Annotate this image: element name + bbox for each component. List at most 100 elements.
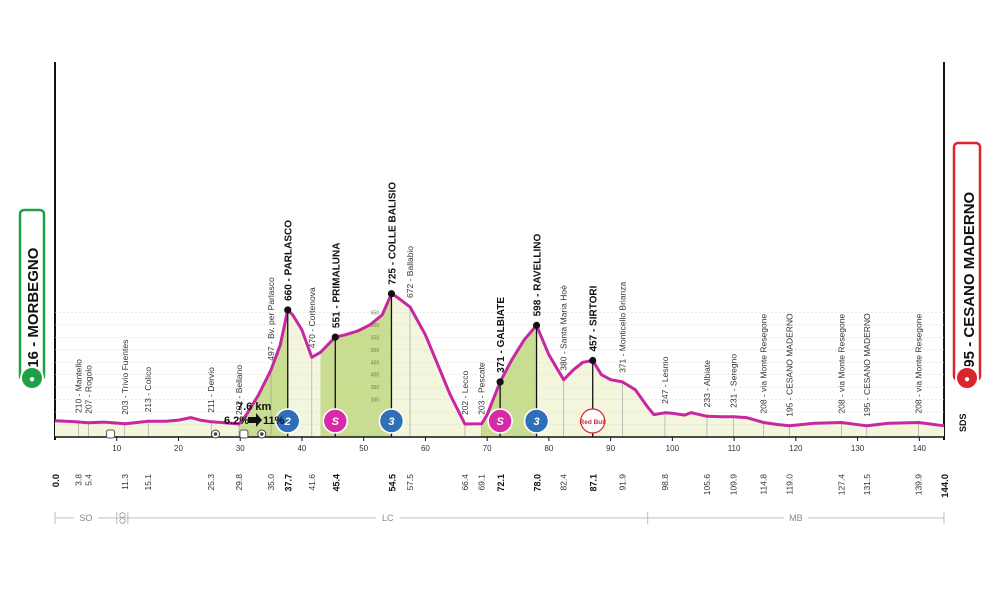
waypoint-km-label: 119.0 — [785, 474, 795, 495]
summit-km-label: 45.4 — [331, 474, 341, 492]
start-cyclist-icon — [20, 366, 44, 390]
province-label: SO — [79, 513, 92, 523]
climb-category-badge — [378, 408, 405, 434]
elevation-tick-label: 300 — [371, 398, 380, 404]
climb-max-gradient: 11% — [263, 415, 285, 427]
summit-label: 371 - GALBIATE — [496, 297, 507, 373]
grid-marker-icon — [106, 429, 116, 439]
km-axis-tick-label: 50 — [359, 444, 368, 453]
km-axis-tick-label: 10 — [112, 444, 121, 453]
summit-dot — [331, 333, 339, 341]
waypoint-label: 371 - Monticello Brianza — [617, 281, 627, 372]
start-town-label: 216 - MORBEGNO — [25, 247, 42, 376]
finish-town-label: 195 - CESANO MADERNO — [961, 191, 978, 376]
profile-line — [54, 292, 945, 428]
summit-dot — [387, 290, 396, 298]
waypoint-label: 213 - Colico — [143, 367, 153, 413]
badge-label: 3 — [388, 416, 394, 428]
km-axis-tick-label: 100 — [666, 444, 680, 453]
summit-km-label: 87.1 — [589, 474, 599, 492]
badge-label: 3 — [533, 416, 539, 428]
elevation-tick-label: 400 — [371, 373, 380, 379]
km-axis-tick-label: 20 — [174, 444, 183, 453]
summit-dot — [532, 321, 541, 329]
summit-label: 551 - PRIMALUNA — [331, 243, 342, 329]
waypoint-km-label: 91.9 — [617, 474, 627, 491]
waypoint-label: 195 - CESANO MADERNO — [785, 313, 795, 417]
province-label-bg — [783, 511, 808, 525]
waypoint-km-label: 69.1 — [477, 474, 487, 491]
km-axis-tick-label: 130 — [851, 444, 865, 453]
climb-length: 7.6 km — [237, 401, 271, 413]
waypoint-label: 195 - CESANO MADERNO — [862, 313, 872, 417]
province-label-bg — [375, 511, 400, 525]
climb-category-badge — [274, 408, 301, 434]
waypoint-km-label: 11.3 — [120, 474, 130, 490]
finish-cyclist-icon — [955, 366, 979, 390]
waypoint-label: 672 - Ballabio — [405, 246, 415, 298]
finish-km-label: 144.0 — [940, 474, 951, 498]
waypoint-label: 497 - Bv. per Parlasco — [266, 277, 276, 361]
province-label: MB — [789, 513, 803, 523]
km-axis-tick-label: 80 — [544, 444, 553, 453]
sprint-badge — [322, 408, 349, 434]
badge-label: S — [332, 416, 340, 428]
elevation-tick-label: 500 — [371, 348, 380, 354]
waypoint-km-label: 3.8 — [73, 474, 83, 486]
elevation-tick-label: 350 — [371, 385, 380, 391]
waypoint-label: 380 - Santa Maria Hoè — [559, 285, 569, 371]
red-bull-badge-label: Red Bull — [580, 419, 607, 426]
badge-label: 2 — [284, 416, 291, 428]
waypoint-label: 208 - via Monte Resegone — [837, 314, 847, 414]
waypoint-label: 202 - Bellano — [234, 365, 244, 415]
start-cyclist-glyph: ● — [29, 374, 35, 385]
waypoint-km-label: 131.5 — [862, 474, 872, 496]
km-axis-tick-label: 110 — [728, 444, 741, 453]
km-axis-tick-label: 140 — [913, 444, 927, 453]
waypoint-km-label: 41.6 — [307, 474, 317, 491]
climb-shading — [238, 309, 288, 437]
sds-logo-text: SDS — [958, 413, 968, 432]
summit-km-label: 72.1 — [496, 474, 506, 492]
climb-avg-gradient: 6.2% — [224, 415, 249, 427]
waypoint-label: 210 - Mantello — [73, 359, 83, 413]
feed-zone-icon-dot — [260, 432, 264, 436]
waypoint-km-label: 57.5 — [405, 474, 415, 491]
summit-km-label: 37.7 — [284, 474, 294, 492]
summit-label: 725 - COLLE BALISIO — [387, 182, 398, 285]
province-label: CO — [118, 512, 127, 524]
arrow-right-icon — [248, 413, 262, 427]
waypoint-km-label: 127.4 — [837, 474, 847, 496]
waypoint-label: 208 - via Monte Resegone — [914, 314, 924, 414]
km-axis-tick-label: 60 — [421, 444, 430, 453]
waypoint-label: 470 - Cortenova — [307, 287, 317, 348]
waypoint-label: 208 - via Monte Resegone — [759, 314, 769, 414]
grid-marker-icon — [239, 429, 249, 439]
km-axis-tick-label: 120 — [789, 444, 803, 453]
elevation-tick-label: 600 — [371, 323, 380, 329]
summit-km-label: 54.5 — [387, 474, 397, 492]
waypoint-label: 211 - Dervio — [206, 367, 216, 413]
summit-dot — [284, 306, 292, 314]
waypoint-km-label: 105.6 — [702, 474, 712, 496]
waypoint-label: 233 - Albiate — [702, 360, 712, 408]
waypoint-km-label: 25.3 — [206, 474, 216, 491]
waypoint-km-label: 15.1 — [143, 474, 153, 491]
waypoint-km-label: 66.4 — [460, 474, 470, 491]
summit-label: 457 - SIRTORI — [589, 285, 600, 351]
waypoint-label: 231 - Seregno — [728, 354, 738, 408]
summit-label: 660 - PARLASCO — [284, 220, 295, 301]
waypoint-label: 202 - Lecco — [460, 370, 470, 415]
feed-zone-icon-dot — [213, 432, 218, 436]
waypoint-km-label: 82.4 — [559, 474, 569, 491]
elevation-tick-label: 650 — [371, 310, 380, 316]
waypoint-km-label: 35.0 — [266, 474, 276, 491]
summit-dot — [589, 356, 597, 365]
waypoint-km-label: 109.9 — [728, 474, 738, 496]
waypoint-km-label: 29.8 — [234, 474, 244, 491]
waypoint-km-label: 139.9 — [914, 474, 924, 496]
red-bull-badge — [580, 408, 606, 434]
province-label: LC — [382, 513, 394, 523]
km-axis-tick-label: 70 — [483, 444, 492, 453]
